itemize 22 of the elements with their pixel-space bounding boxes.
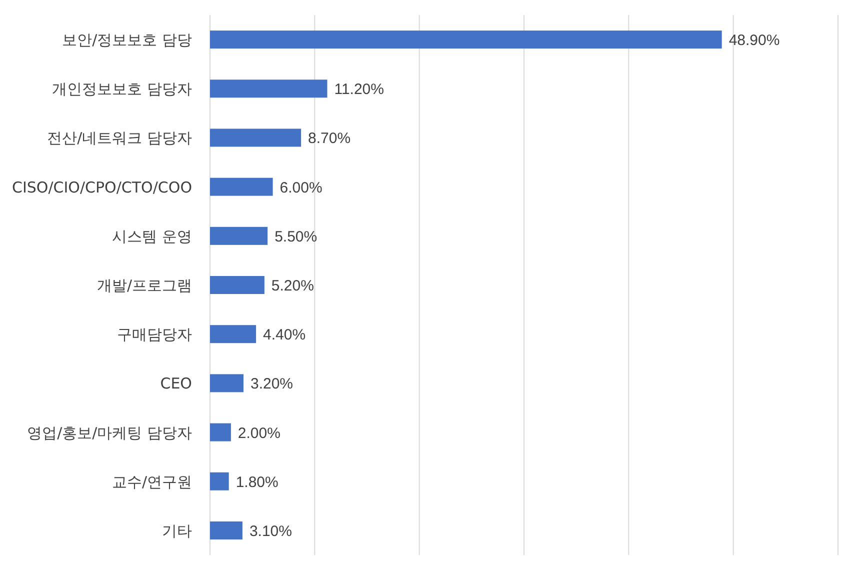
- y-tick-label: CEO: [160, 374, 192, 393]
- data-label: 1.80%: [236, 474, 278, 491]
- data-label: 48.90%: [728, 32, 780, 50]
- data-label: 3.20%: [250, 376, 294, 393]
- data-label: 5.50%: [274, 228, 318, 246]
- y-tick-label: 영업/홍보/마케팅 담당자: [27, 424, 192, 442]
- y-tick-label: 전산/네트워크 담당자: [47, 129, 192, 148]
- data-label: 2.00%: [238, 424, 280, 442]
- data-label: 3.10%: [249, 522, 292, 540]
- data-label: 5.20%: [271, 278, 314, 294]
- y-tick-label: 시스템 운영: [112, 227, 192, 246]
- y-tick-label: 기타: [162, 522, 192, 540]
- y-tick-label: 구매담당자: [117, 326, 192, 344]
- y-tick-label: 교수/연구원: [112, 472, 192, 491]
- y-tick-label: CISO/CIO/CPO/CTO/COO: [12, 178, 192, 196]
- data-label: 6.00%: [280, 179, 322, 196]
- y-tick-label: 보안/정보보호 담당: [62, 31, 192, 50]
- data-label: 4.40%: [263, 326, 306, 344]
- y-tick-label: 개발/프로그램: [96, 276, 192, 294]
- y-tick-label: 개인정보보호 담당자: [52, 80, 192, 98]
- data-label: 8.70%: [308, 130, 351, 148]
- data-label: 11.20%: [334, 81, 384, 98]
